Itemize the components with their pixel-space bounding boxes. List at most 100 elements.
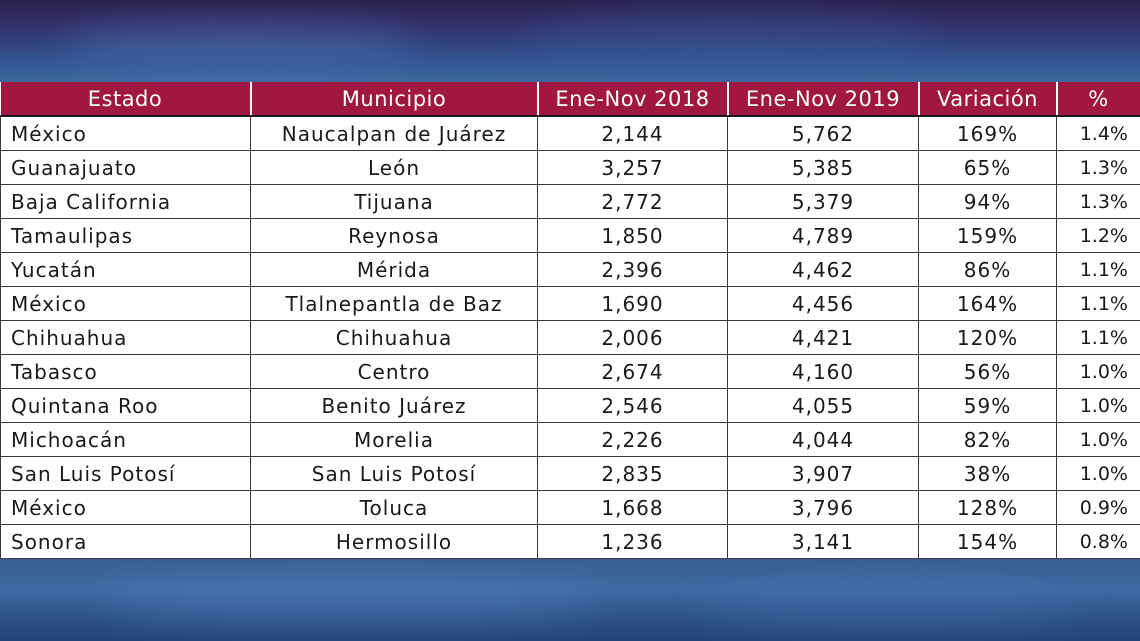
variacion-cell: 94% bbox=[918, 184, 1057, 219]
table-row: San Luis Potosí San Luis Potosí 2,835 3,907… bbox=[0, 456, 1140, 491]
table-row: México Tlalnepantla de Baz 1,690 4,456 164% 1… bbox=[0, 286, 1140, 321]
estado-cell: Yucatán bbox=[0, 252, 251, 287]
variacion-cell: 154% bbox=[918, 524, 1057, 559]
table-header-row: Estado Municipio Ene-Nov 2018 Ene-Nov 20… bbox=[0, 82, 1140, 117]
percent-cell: 1.0% bbox=[1056, 422, 1140, 457]
percent-cell: 0.9% bbox=[1056, 490, 1140, 525]
municipio-cell: León bbox=[250, 150, 538, 185]
ene-nov-2018-cell: 2,772 bbox=[537, 184, 728, 219]
estado-cell: San Luis Potosí bbox=[0, 456, 251, 491]
ene-nov-2019-cell: 5,379 bbox=[727, 184, 919, 219]
ene-nov-2019-cell: 4,456 bbox=[727, 286, 919, 321]
municipio-cell: Chihuahua bbox=[250, 320, 538, 355]
estado-cell: Tamaulipas bbox=[0, 218, 251, 253]
variacion-cell: 159% bbox=[918, 218, 1057, 253]
ene-nov-2018-cell: 2,546 bbox=[537, 388, 728, 423]
ene-nov-2019-cell: 3,907 bbox=[727, 456, 919, 491]
ene-nov-2018-cell: 2,226 bbox=[537, 422, 728, 457]
ene-nov-2019-cell: 4,789 bbox=[727, 218, 919, 253]
percent-cell: 1.1% bbox=[1056, 252, 1140, 287]
variacion-cell: 120% bbox=[918, 320, 1057, 355]
variacion-cell: 38% bbox=[918, 456, 1057, 491]
estado-cell: Tabasco bbox=[0, 354, 251, 389]
ene-nov-2018-cell: 2,396 bbox=[537, 252, 728, 287]
ene-nov-2019-cell: 4,044 bbox=[727, 422, 919, 457]
variacion-cell: 169% bbox=[918, 115, 1057, 151]
ene-nov-2018-cell: 2,144 bbox=[537, 115, 728, 151]
ene-nov-2018-cell: 2,835 bbox=[537, 456, 728, 491]
estado-cell: México bbox=[0, 115, 251, 151]
variacion-cell: 86% bbox=[918, 252, 1057, 287]
header-percent: % bbox=[1055, 82, 1140, 117]
municipio-cell: Toluca bbox=[250, 490, 538, 525]
ene-nov-2018-cell: 2,674 bbox=[537, 354, 728, 389]
percent-cell: 1.3% bbox=[1056, 184, 1140, 219]
table-row: México Toluca 1,668 3,796 128% 0.9% bbox=[0, 490, 1140, 525]
municipio-cell: Hermosillo bbox=[250, 524, 538, 559]
municipio-cell: Tlalnepantla de Baz bbox=[250, 286, 538, 321]
percent-cell: 0.8% bbox=[1056, 524, 1140, 559]
background-blur bbox=[60, 20, 420, 70]
background-blur bbox=[700, 585, 1080, 630]
ene-nov-2019-cell: 4,421 bbox=[727, 320, 919, 355]
ene-nov-2019-cell: 3,141 bbox=[727, 524, 919, 559]
ene-nov-2018-cell: 1,668 bbox=[537, 490, 728, 525]
municipio-cell: San Luis Potosí bbox=[250, 456, 538, 491]
percent-cell: 1.0% bbox=[1056, 354, 1140, 389]
data-table-container: Estado Municipio Ene-Nov 2018 Ene-Nov 20… bbox=[0, 82, 1140, 559]
variacion-cell: 164% bbox=[918, 286, 1057, 321]
table-row: Tabasco Centro 2,674 4,160 56% 1.0% bbox=[0, 354, 1140, 389]
municipio-cell: Mérida bbox=[250, 252, 538, 287]
table-row: Yucatán Mérida 2,396 4,462 86% 1.1% bbox=[0, 252, 1140, 287]
variacion-cell: 82% bbox=[918, 422, 1057, 457]
variacion-cell: 65% bbox=[918, 150, 1057, 185]
background-blur bbox=[520, 10, 940, 70]
ene-nov-2019-cell: 3,796 bbox=[727, 490, 919, 525]
header-variacion: Variación bbox=[917, 82, 1058, 117]
table-row: Sonora Hermosillo 1,236 3,141 154% 0.8% bbox=[0, 524, 1140, 559]
municipio-cell: Reynosa bbox=[250, 218, 538, 253]
ene-nov-2019-cell: 4,462 bbox=[727, 252, 919, 287]
header-estado: Estado bbox=[0, 82, 252, 117]
municipio-cell: Tijuana bbox=[250, 184, 538, 219]
estado-cell: Quintana Roo bbox=[0, 388, 251, 423]
variacion-cell: 56% bbox=[918, 354, 1057, 389]
percent-cell: 1.2% bbox=[1056, 218, 1140, 253]
municipio-cell: Centro bbox=[250, 354, 538, 389]
percent-cell: 1.3% bbox=[1056, 150, 1140, 185]
percent-cell: 1.1% bbox=[1056, 286, 1140, 321]
estado-cell: México bbox=[0, 490, 251, 525]
background-blur bbox=[100, 575, 600, 625]
municipio-table: Estado Municipio Ene-Nov 2018 Ene-Nov 20… bbox=[0, 82, 1140, 559]
municipio-cell: Morelia bbox=[250, 422, 538, 457]
ene-nov-2018-cell: 1,850 bbox=[537, 218, 728, 253]
table-row: Guanajuato León 3,257 5,385 65% 1.3% bbox=[0, 150, 1140, 185]
table-row: Baja California Tijuana 2,772 5,379 94% 1.3% bbox=[0, 184, 1140, 219]
table-row: Michoacán Morelia 2,226 4,044 82% 1.0% bbox=[0, 422, 1140, 457]
variacion-cell: 128% bbox=[918, 490, 1057, 525]
estado-cell: Chihuahua bbox=[0, 320, 251, 355]
ene-nov-2019-cell: 5,762 bbox=[727, 115, 919, 151]
header-ene-nov-2018: Ene-Nov 2018 bbox=[536, 82, 729, 117]
variacion-cell: 59% bbox=[918, 388, 1057, 423]
estado-cell: Sonora bbox=[0, 524, 251, 559]
ene-nov-2018-cell: 2,006 bbox=[537, 320, 728, 355]
table-row: Chihuahua Chihuahua 2,006 4,421 120% 1.1% bbox=[0, 320, 1140, 355]
estado-cell: Michoacán bbox=[0, 422, 251, 457]
ene-nov-2019-cell: 4,055 bbox=[727, 388, 919, 423]
percent-cell: 1.4% bbox=[1056, 115, 1140, 151]
percent-cell: 1.0% bbox=[1056, 388, 1140, 423]
table-row: México Naucalpan de Juárez 2,144 5,762 169% 1… bbox=[0, 115, 1140, 151]
municipio-cell: Naucalpan de Juárez bbox=[250, 115, 538, 151]
estado-cell: Guanajuato bbox=[0, 150, 251, 185]
estado-cell: Baja California bbox=[0, 184, 251, 219]
ene-nov-2018-cell: 1,690 bbox=[537, 286, 728, 321]
ene-nov-2019-cell: 5,385 bbox=[727, 150, 919, 185]
ene-nov-2018-cell: 1,236 bbox=[537, 524, 728, 559]
estado-cell: México bbox=[0, 286, 251, 321]
table-row: Tamaulipas Reynosa 1,850 4,789 159% 1.2% bbox=[0, 218, 1140, 253]
municipio-cell: Benito Juárez bbox=[250, 388, 538, 423]
header-municipio: Municipio bbox=[249, 82, 539, 117]
header-ene-nov-2019: Ene-Nov 2019 bbox=[726, 82, 920, 117]
table-row: Quintana Roo Benito Juárez 2,546 4,055 59% 1.… bbox=[0, 388, 1140, 423]
